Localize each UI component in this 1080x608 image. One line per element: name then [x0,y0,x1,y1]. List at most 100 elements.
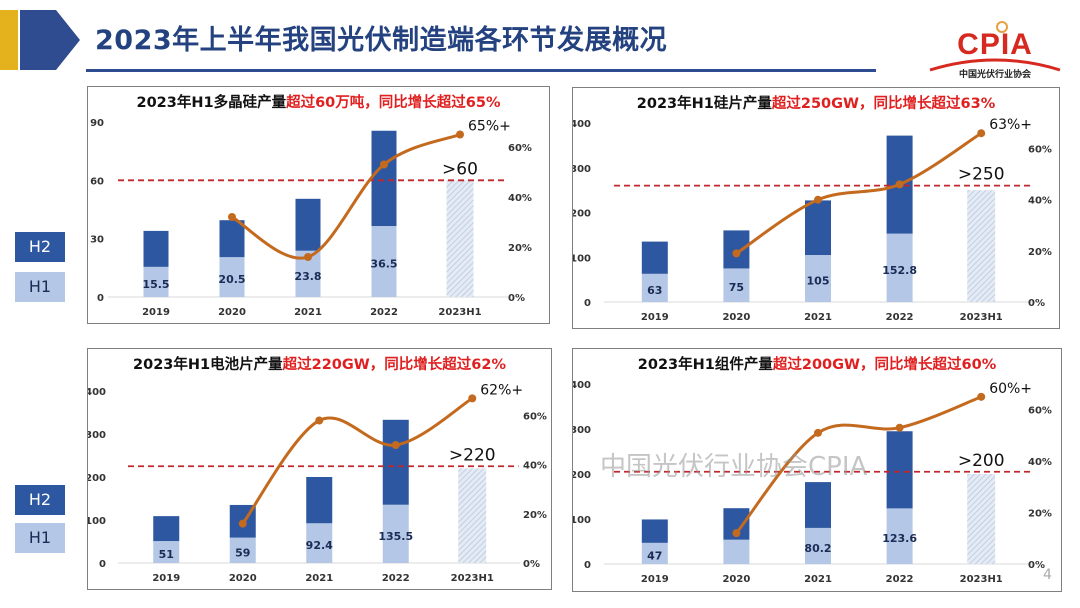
y-tick-label: 100 [573,253,591,264]
estimate-label: >60 [442,159,478,179]
x-tick-label: 2020 [722,574,750,585]
legend-h2: H2 [15,232,65,262]
legend-h2: H2 [15,485,65,515]
growth-point [895,180,904,189]
growth-point [380,160,388,169]
y-tick-label: 90 [90,118,104,129]
estimate-label: >220 [449,445,496,465]
x-tick-label: 2023H1 [438,307,481,318]
growth-point [304,253,312,261]
x-tick-label: 2020 [218,307,246,318]
logo-arc-icon [929,21,1061,72]
x-tick-label: 2022 [886,574,914,585]
bar-h1 [723,268,750,302]
growth-label: 63%+ [989,117,1032,133]
chart-title-main: 2023年H1多晶硅产量 [136,95,287,111]
chart-module: 0 100 200 300 400 0% 20% 40% 60% 2019 2020 2021 2022… [572,348,1062,592]
growth-line [241,397,474,525]
y2-tick-label: 60% [508,143,532,154]
y-tick-label: 300 [88,430,106,441]
bar-h1-value-label: 23.8 [294,270,321,283]
x-tick-label: 2022 [370,307,398,318]
x-tick-label: 2019 [641,312,669,323]
growth-point [391,441,400,450]
bar-h2 [805,482,831,528]
bar-h1-value-label: 15.5 [142,278,169,291]
title-underline [86,69,876,72]
accent-strip [0,10,18,70]
x-tick-label: 2021 [305,573,333,584]
growth-line [735,131,982,255]
y2-tick-label: 0% [523,559,540,570]
y2-tick-label: 20% [523,510,547,521]
bar-estimate-2023h1 [967,474,996,564]
bar-h1-value-label: 20.5 [218,273,245,286]
y2-tick-label: 20% [1028,247,1052,258]
growth-label: 60%+ [989,381,1032,397]
estimate-label: >250 [958,165,1005,185]
growth-point [315,416,324,425]
chart-title: 2023年H1组件产量超过200GW，同比增长超过60% [573,353,1061,374]
bar-h1-value-label: 47 [647,549,662,562]
y-tick-label: 30 [90,235,104,246]
y-tick-label: 60 [90,176,104,187]
chart-title-highlight: 超过220GW，同比增长超过62% [282,357,506,373]
y-tick-label: 300 [573,425,591,436]
bar-h1-value-label: 123.6 [882,532,917,545]
estimate-label: >200 [958,451,1005,471]
chart-title-highlight: 超过250GW，同比增长超过63% [771,96,996,112]
growth-point [732,249,741,258]
bar-h1-value-label: 63 [647,284,662,297]
growth-point [895,423,904,432]
y-tick-label: 0 [584,298,591,309]
chart-wafer: 0 100 200 300 400 0% 20% 40% 60% 2019 2020 2021 2022… [572,87,1060,329]
bar-h1 [371,226,397,297]
growth-point [814,428,822,437]
y2-tick-label: 40% [1028,196,1052,207]
chart-title: 2023年H1电池片产量超过220GW，同比增长超过62% [88,353,551,374]
x-tick-label: 2022 [382,573,410,584]
watermark: 中国光伏行业协会CPIA [600,452,868,482]
bar-h1-value-label: 105 [807,275,830,288]
y2-tick-label: 0% [1028,298,1045,309]
x-tick-label: 2023H1 [960,574,1003,585]
growth-line [735,395,982,535]
growth-label: 62%+ [480,382,523,398]
chart-title-main: 2023年H1硅片产量 [636,96,772,112]
bar-h2 [295,198,321,251]
title-arrow-icon [20,10,80,70]
bar-h1-value-label: 51 [159,548,174,561]
y-tick-label: 0 [97,293,104,304]
y-tick-label: 0 [99,559,106,570]
bar-h1 [805,527,831,564]
y-tick-label: 100 [88,516,106,527]
chart-cell: 0 100 200 300 400 0% 20% 40% 60% 2019 2020 2021 2022… [87,348,552,590]
x-tick-label: 2019 [152,573,180,584]
bar-h2 [886,431,913,509]
x-tick-label: 2021 [804,574,832,585]
bar-h1 [805,255,831,302]
bar-h2 [306,477,333,524]
chart-title-main: 2023年H1电池片产量 [133,357,283,373]
bar-h1 [153,541,180,563]
bar-h1-value-label: 152.8 [882,264,917,277]
x-tick-label: 2019 [641,574,669,585]
bar-h1-value-label: 36.5 [370,258,397,271]
bar-h1 [229,537,256,563]
logo-main-text: CPIA [957,28,1033,61]
y2-tick-label: 60% [1028,145,1052,156]
x-tick-label: 2023H1 [960,312,1003,323]
bar-h1 [306,523,333,563]
bar-estimate-2023h1 [458,468,487,563]
growth-point [977,129,986,138]
y2-tick-label: 40% [508,193,532,204]
y2-tick-label: 40% [1028,457,1052,468]
bar-h1 [143,266,169,297]
y-tick-label: 400 [88,387,106,398]
y-tick-label: 400 [573,119,591,130]
bar-h2 [153,516,180,542]
x-tick-label: 2021 [804,312,832,323]
chart-svg: 0 100 200 300 400 0% 20% 40% 60% 2019 2020 2021 2022… [573,380,1052,585]
x-tick-label: 2021 [294,307,322,318]
chart-title: 2023年H1多晶硅产量超过60万吨，同比增长超过65% [88,91,549,112]
